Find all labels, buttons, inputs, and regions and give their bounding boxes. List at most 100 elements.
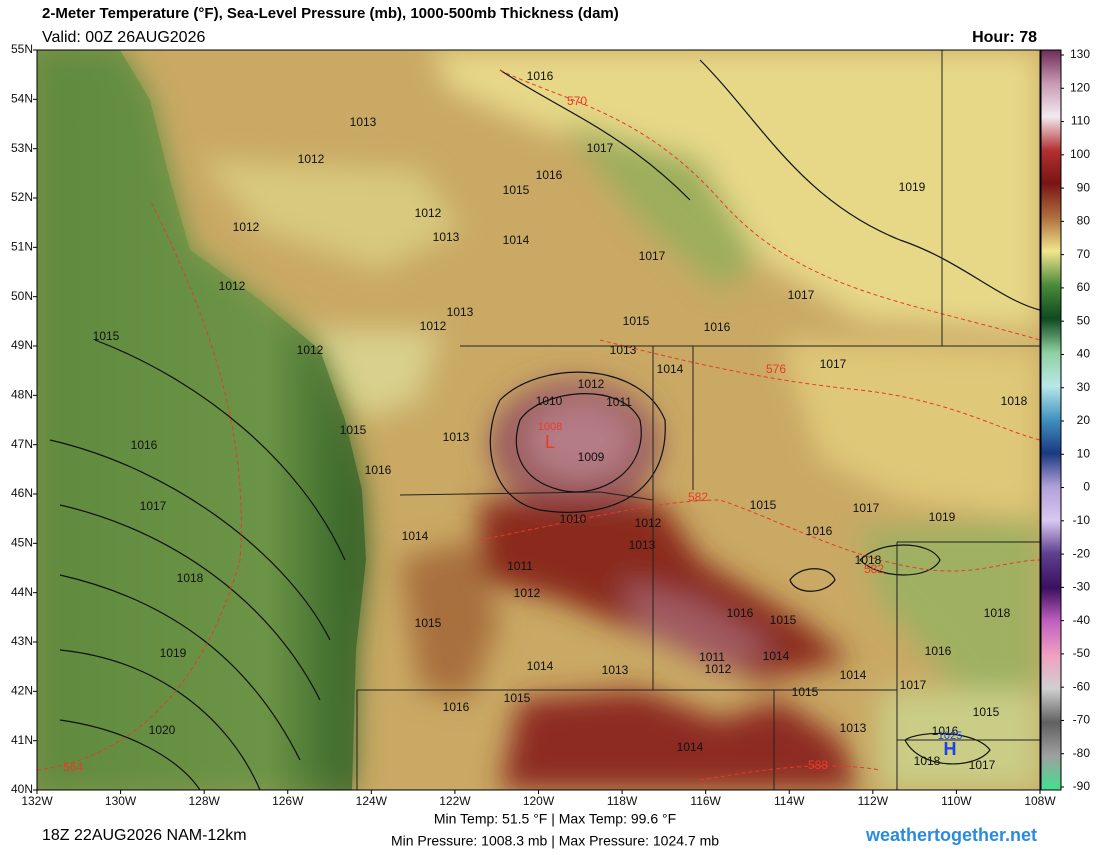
thickness-label: 588 (808, 758, 828, 772)
isobar-label: 1011 (699, 650, 725, 664)
colorbar-label: 0 (1083, 480, 1090, 494)
isobar-label: 1019 (160, 646, 187, 660)
isobar-label: 1012 (420, 319, 447, 333)
isobar-label: 1016 (443, 700, 470, 714)
colorbar-label: 10 (1077, 446, 1091, 460)
isobar-label: 1017 (140, 499, 167, 513)
lat-label: 43N (11, 634, 33, 648)
lat-label: 52N (11, 190, 33, 204)
high-value: 1025 (938, 730, 962, 742)
isobar-label: 1018 (984, 606, 1011, 620)
lat-label: 54N (11, 92, 33, 106)
isobar-label: 1020 (149, 723, 176, 737)
isobar-label: 1014 (657, 362, 684, 376)
colorbar-label: -40 (1073, 613, 1091, 627)
thickness-label: 582 (864, 562, 884, 576)
isobar-label: 1012 (297, 343, 324, 357)
isobar-label: 1018 (1001, 394, 1028, 408)
lat-label: 48N (11, 388, 33, 402)
lon-label: 120W (523, 794, 555, 808)
isobar-label: 1015 (623, 314, 650, 328)
isobar-label: 1012 (298, 152, 325, 166)
isobar-label: 1017 (820, 357, 847, 371)
lon-label: 116W (690, 794, 721, 808)
site-credit: weathertogether.net (865, 825, 1037, 845)
lon-label: 122W (439, 794, 471, 808)
colorbar-label: -30 (1073, 580, 1091, 594)
isobar-label: 1018 (855, 553, 882, 567)
isobar-label: 1011 (507, 559, 533, 573)
colorbar-label: 110 (1071, 114, 1090, 128)
isobar-label: 1014 (677, 740, 704, 754)
isobar-label: 1009 (578, 450, 605, 464)
lon-label: 110W (941, 794, 972, 808)
lat-label: 40N (11, 782, 33, 796)
forecast-hour: Hour: 78 (972, 29, 1037, 46)
lat-label: 41N (11, 733, 33, 747)
isobar-label: 1016 (527, 69, 554, 83)
colorbar-label: 30 (1077, 380, 1091, 394)
lon-label: 132W (21, 794, 53, 808)
lon-label: 130W (105, 794, 137, 808)
isobar-label: 1016 (727, 606, 754, 620)
isobar-label: 1014 (503, 233, 530, 247)
colorbar-label: 130 (1070, 47, 1090, 61)
isobar-label: 1015 (503, 183, 530, 197)
isobar-label: 1018 (177, 571, 204, 585)
colorbar-label: 50 (1077, 313, 1091, 327)
isobar-label: 1011 (606, 395, 632, 409)
thickness-label: 582 (688, 490, 708, 504)
isobar-label: 1017 (587, 141, 614, 155)
lat-label: 50N (11, 289, 33, 303)
lon-label: 124W (356, 794, 388, 808)
colorbar-label: 120 (1070, 80, 1090, 94)
colorbar (1040, 49, 1062, 791)
colorbar-label: -70 (1073, 713, 1091, 727)
lon-label: 128W (188, 794, 220, 808)
isobar-label: 1015 (504, 691, 531, 705)
isobar-label: 1016 (806, 524, 833, 538)
isobar-label: 1014 (527, 659, 554, 673)
isobar-label: 1017 (639, 249, 666, 263)
isobar-label: 1016 (932, 724, 959, 738)
valid-time: Valid: 00Z 26AUG2026 (42, 29, 205, 46)
colorbar-label: -60 (1073, 679, 1091, 693)
lat-label: 55N (11, 42, 33, 56)
isobar-label: 1013 (629, 538, 656, 552)
low-value: 1008 (538, 421, 562, 433)
isobar-label: 1013 (433, 230, 460, 244)
lon-label: 114W (774, 794, 805, 808)
thickness-label: 570 (567, 94, 587, 108)
isobar-label: 1019 (929, 510, 956, 524)
colorbar-label: 20 (1077, 413, 1091, 427)
isobar-label: 1012 (514, 586, 541, 600)
lat-label: 42N (11, 684, 33, 698)
isobar-label: 1013 (840, 721, 867, 735)
isobar-label: 1017 (853, 501, 880, 515)
colorbar-label: 70 (1077, 247, 1091, 261)
title: 2-Meter Temperature (°F), Sea-Level Pres… (42, 5, 619, 22)
isobar-label: 1014 (840, 668, 867, 682)
lat-label: 46N (11, 486, 33, 500)
isobar-label: 1012 (233, 220, 260, 234)
model-run: 18Z 22AUG2026 NAM-12km (42, 827, 247, 844)
colorbar-label: -50 (1073, 646, 1091, 660)
colorbar-label: 100 (1070, 147, 1090, 161)
map-area (37, 50, 1040, 790)
colorbar-label: 90 (1077, 180, 1091, 194)
isobar-label: 1013 (610, 343, 637, 357)
colorbar-label: 40 (1077, 347, 1091, 361)
lat-label: 49N (11, 338, 33, 352)
isobar-label: 1012 (415, 206, 442, 220)
isobar-label: 1015 (750, 498, 777, 512)
isobar-label: 1013 (602, 663, 629, 677)
temp-range: Min Temp: 51.5 °F | Max Temp: 99.6 °F (434, 811, 676, 827)
colorbar-label: -90 (1073, 779, 1091, 793)
thickness-label: 564 (63, 760, 83, 774)
isobar-label: 1012 (635, 516, 662, 530)
isobar-label: 1014 (763, 649, 790, 663)
isobar-label: 1012 (219, 279, 246, 293)
isobar-label: 1012 (705, 662, 732, 676)
lon-label: 126W (272, 794, 304, 808)
